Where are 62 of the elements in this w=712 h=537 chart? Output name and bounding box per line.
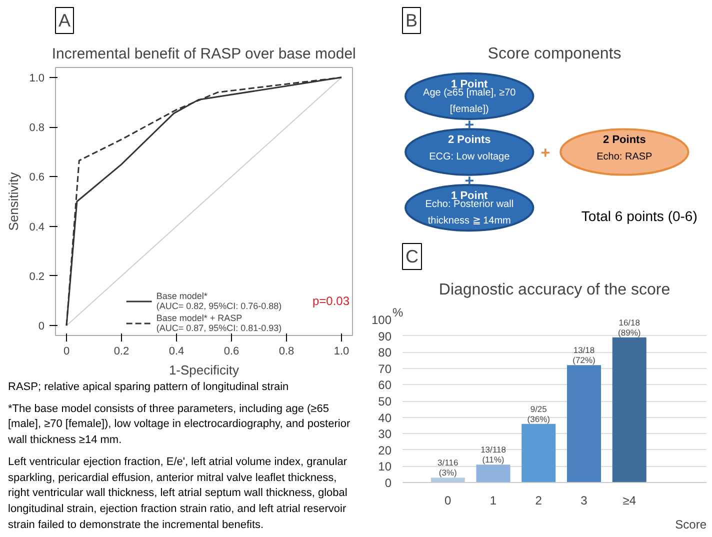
x-tick-label: 0.4 <box>168 346 184 358</box>
chart-title: Diagnostic accuracy of the score <box>438 282 670 298</box>
y-tick-label: 10 <box>378 460 392 474</box>
text: 2 Points <box>603 134 646 146</box>
x-tick-label: 0 <box>63 346 70 358</box>
text: 2 Points <box>448 134 491 146</box>
x-tick-label: 1.0 <box>334 346 350 358</box>
data-label: 13/118 (11%) <box>480 444 506 465</box>
x-tick-label: 3 <box>580 494 588 508</box>
y-tick-label: 70 <box>378 362 392 376</box>
x-tick-label: 0 <box>444 494 452 508</box>
x-tick-label: 0.2 <box>114 346 130 358</box>
y-axis-title: Sensitivity <box>6 172 22 231</box>
x-axis-title: Score <box>675 518 707 532</box>
text: RASP; relative apical sparing pattern of longitudinal strain <box>8 380 289 395</box>
bar <box>612 337 646 482</box>
bar <box>476 464 510 482</box>
x-tick-label: 0.6 <box>224 346 240 358</box>
y-tick-label: 0 <box>38 320 45 333</box>
y-tick-label: 50 <box>378 394 392 408</box>
text: Echo: RASP <box>596 152 653 163</box>
data-label: 3/116 (3%) <box>438 458 458 478</box>
data-label: 13/18 (72%) <box>572 345 596 366</box>
text: Echo: Posterior wall thickness ≧ 14mm <box>425 199 514 227</box>
annotation: p=0.03 <box>312 294 350 308</box>
x-axis-title: 1-Specificity <box>168 362 240 378</box>
y-tick-label: 0.8 <box>29 122 45 134</box>
x-tick-label: 2 <box>535 494 542 508</box>
y-tick-label: 60 <box>378 378 392 392</box>
x-tick-label: ≥4 <box>622 494 636 508</box>
y-tick-label: 80 <box>378 346 392 360</box>
text: B <box>406 10 418 30</box>
y-tick-label: 90 <box>378 329 392 344</box>
y-tick-label: 0.6 <box>29 172 45 184</box>
bar <box>430 478 465 482</box>
legend-label: Base model* (AUC= 0.82, 95%CI: 0.76-0.88) <box>156 291 282 311</box>
data-label: 16/18 (89%) <box>618 317 641 338</box>
text: Total 6 points (0-6) <box>581 208 698 224</box>
text: Age (≥65 [male], ≥70 [female]) <box>423 88 516 116</box>
y-tick-label: 0.2 <box>29 270 45 283</box>
legend-label: Base model* + RASP (AUC= 0.87, 95%CI: 0.81-0.93) <box>156 313 282 333</box>
y-tick-label: 40 <box>378 410 392 425</box>
x-tick-label: 0.8 <box>278 346 294 358</box>
y-axis-title: % <box>392 306 404 320</box>
y-tick-label: 0.4 <box>29 221 45 234</box>
bar <box>522 424 556 482</box>
text: C <box>406 246 418 266</box>
y-tick-label: 100 <box>371 313 392 327</box>
y-tick-label: 1.0 <box>29 72 45 84</box>
y-tick-label: 30 <box>378 427 392 442</box>
text: Left ventricular ejection fraction, E/e', left atrial volume index, granular sparkling, pericardial effusion, anterior mitral valve leaflet thickness, right ventricular wall thickness, left atrial septum wall thickness, global longitudinal strain, ejection fraction strain ratio, and left atrial reservoir strain failed to demonstrate the incremental benefits. <box>8 454 348 533</box>
data-label: 9/25 (36%) <box>527 404 550 424</box>
bar <box>566 365 602 482</box>
text: Score components <box>488 46 622 62</box>
y-tick-label: 20 <box>378 443 392 458</box>
chart-title: Incremental benefit of RASP over base model <box>52 46 356 62</box>
text: + <box>540 145 550 162</box>
x-tick-label: 1 <box>490 494 497 508</box>
text: *The base model consists of three parameters, including age (≥65 [male], ≥70 [female]), low voltage in electrocardiography, and posterior wall thickness ≥14 mm. <box>8 402 352 448</box>
text: ECG: Low voltage <box>429 152 510 163</box>
text: A <box>58 10 71 30</box>
y-tick-label: 0 <box>384 476 392 490</box>
